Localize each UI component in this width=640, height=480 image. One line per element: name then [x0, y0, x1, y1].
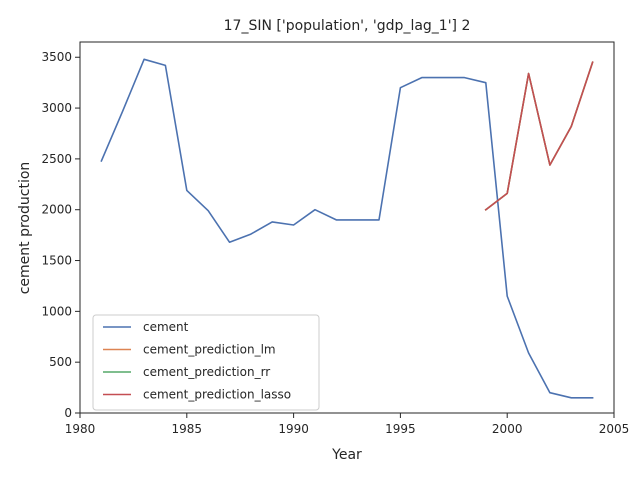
series-line-3 [484, 61, 594, 211]
x-tick-label-4: 2000 [492, 422, 523, 436]
legend-label-1: cement_prediction_lm [143, 343, 276, 357]
axes-frame [79, 41, 615, 414]
legend-label-0: cement [143, 320, 189, 334]
series-line-2 [484, 61, 594, 211]
legend-box [92, 314, 320, 411]
y-tick-label-7: 3500 [41, 50, 72, 64]
axes: 1980 1985 1990 1995 2000 2005 0 500 1000 1500 2000… [41, 41, 630, 436]
legend: cement cement_prediction_lm cement_predict… [92, 314, 320, 411]
legend-label-2: cement_prediction_rr [143, 365, 270, 379]
y-tick-label-5: 2500 [41, 152, 72, 166]
plot-area [100, 58, 594, 399]
x-tick-label-3: 1995 [385, 422, 416, 436]
x-tick-label-0: 1980 [65, 422, 96, 436]
y-tick-label-0: 0 [64, 406, 72, 420]
y-tick-label-6: 3000 [41, 101, 72, 115]
x-tick-label-2: 1990 [278, 422, 309, 436]
x-axis-label: Year [331, 447, 362, 463]
y-tick-label-2: 1000 [41, 304, 72, 318]
y-tick-label-3: 1500 [41, 254, 72, 268]
x-tick-label-5: 2005 [599, 422, 630, 436]
y-tick-label-1: 500 [49, 355, 72, 369]
y-axis-label: cement production [17, 162, 33, 295]
series-line-0 [100, 58, 594, 399]
legend-label-3: cement_prediction_lasso [143, 388, 291, 402]
y-tick-label-4: 2000 [41, 203, 72, 217]
x-tick-label-1: 1985 [172, 422, 203, 436]
series-line-1 [484, 61, 594, 211]
chart-title: 17_SIN ['population', 'gdp_lag_1'] 2 [224, 18, 471, 34]
